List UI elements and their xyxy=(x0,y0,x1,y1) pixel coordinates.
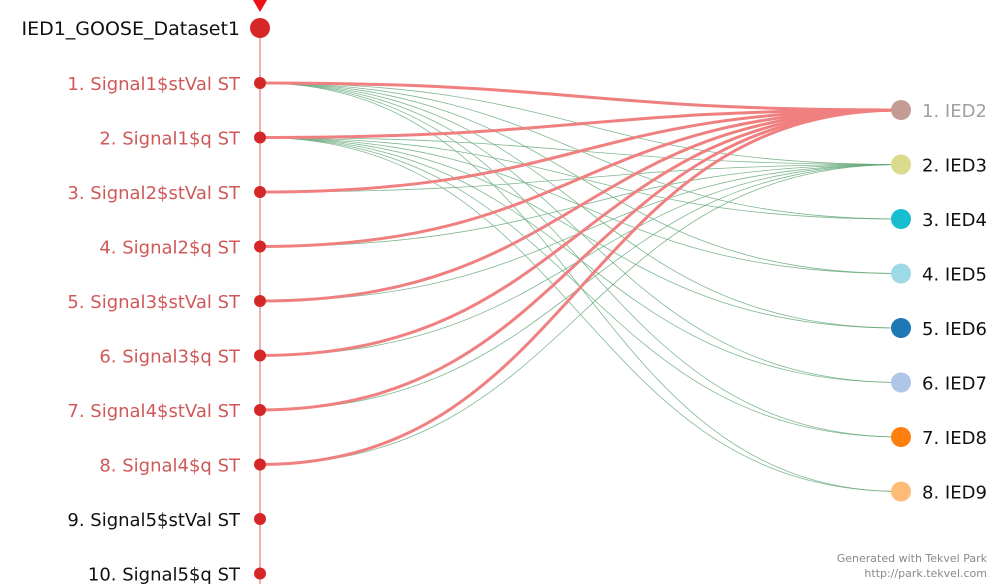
ied-label[interactable]: 3. IED4 xyxy=(922,210,987,231)
ied-node[interactable] xyxy=(891,263,911,284)
ied-label[interactable]: 1. IED2 xyxy=(922,101,987,122)
ied-label[interactable]: 2. IED3 xyxy=(922,156,987,177)
highlighted-link-line xyxy=(259,108,902,303)
signal-node[interactable] xyxy=(254,77,266,89)
ied-label[interactable]: 4. IED5 xyxy=(922,265,987,286)
signal-label[interactable]: 2. Signal1$q ST xyxy=(99,129,241,150)
signal-node[interactable] xyxy=(254,404,266,416)
ied-label[interactable]: 6. IED7 xyxy=(922,374,987,395)
highlighted-link-line xyxy=(259,108,902,412)
signal-label[interactable]: 5. Signal3$stVal ST xyxy=(67,292,241,313)
signal-node[interactable] xyxy=(254,131,266,144)
signal-node[interactable] xyxy=(254,349,266,362)
signal-label[interactable]: 10. Signal5$q ST xyxy=(88,565,241,584)
highlighted-link-line xyxy=(259,108,902,248)
credit-line-1: Generated with Tekvel Park xyxy=(836,552,987,565)
signal-label[interactable]: 4. Signal2$q ST xyxy=(99,238,241,259)
highlighted-link-line xyxy=(259,81,902,112)
signal-node[interactable] xyxy=(254,458,266,471)
ied-label[interactable]: 8. IED9 xyxy=(922,483,987,504)
ied-node[interactable] xyxy=(891,154,911,175)
signal-node[interactable] xyxy=(254,240,266,253)
signal-label[interactable]: 3. Signal2$stVal ST xyxy=(67,183,241,204)
signal-label[interactable]: 6. Signal3$q ST xyxy=(99,347,241,368)
links-layer xyxy=(259,81,902,492)
credit-line-2: http://park.tekvel.com xyxy=(864,567,987,580)
ied-label[interactable]: 5. IED6 xyxy=(922,319,987,340)
link-line xyxy=(259,164,902,465)
ied-node[interactable] xyxy=(891,481,911,502)
ied-node[interactable] xyxy=(891,427,911,447)
signal-label[interactable]: 1. Signal1$stVal ST xyxy=(67,74,241,95)
highlighted-link-line xyxy=(259,108,902,357)
ied-node[interactable] xyxy=(891,318,911,338)
ied-label[interactable]: 7. IED8 xyxy=(922,428,987,449)
dataset-arrow-icon xyxy=(253,0,267,12)
ieds-layer: 1. IED2 2. IED3 3. IED4 4. IED5 5. IED6 6. IE… xyxy=(891,100,987,504)
signal-node[interactable] xyxy=(254,295,266,307)
signal-node[interactable] xyxy=(254,513,266,525)
signal-label[interactable]: 9. Signal5$stVal ST xyxy=(67,510,241,531)
dataset-node[interactable] xyxy=(250,18,270,38)
highlighted-link-line xyxy=(259,108,902,139)
signal-label[interactable]: 7. Signal4$stVal ST xyxy=(67,401,241,422)
signal-label[interactable]: 8. Signal4$q ST xyxy=(99,456,241,477)
ied-node[interactable] xyxy=(891,372,911,393)
dataset-label: IED1_GOOSE_Dataset1 xyxy=(21,18,240,40)
signal-node[interactable] xyxy=(254,186,266,198)
signals-layer: 1. Signal1$stVal ST 2. Signal1$q ST 3. Sig… xyxy=(67,74,266,584)
ied-node[interactable] xyxy=(891,209,911,229)
highlighted-link-line xyxy=(259,108,902,194)
signal-node[interactable] xyxy=(254,567,266,580)
ied-node[interactable] xyxy=(891,100,911,120)
highlighted-link-line xyxy=(259,108,902,466)
